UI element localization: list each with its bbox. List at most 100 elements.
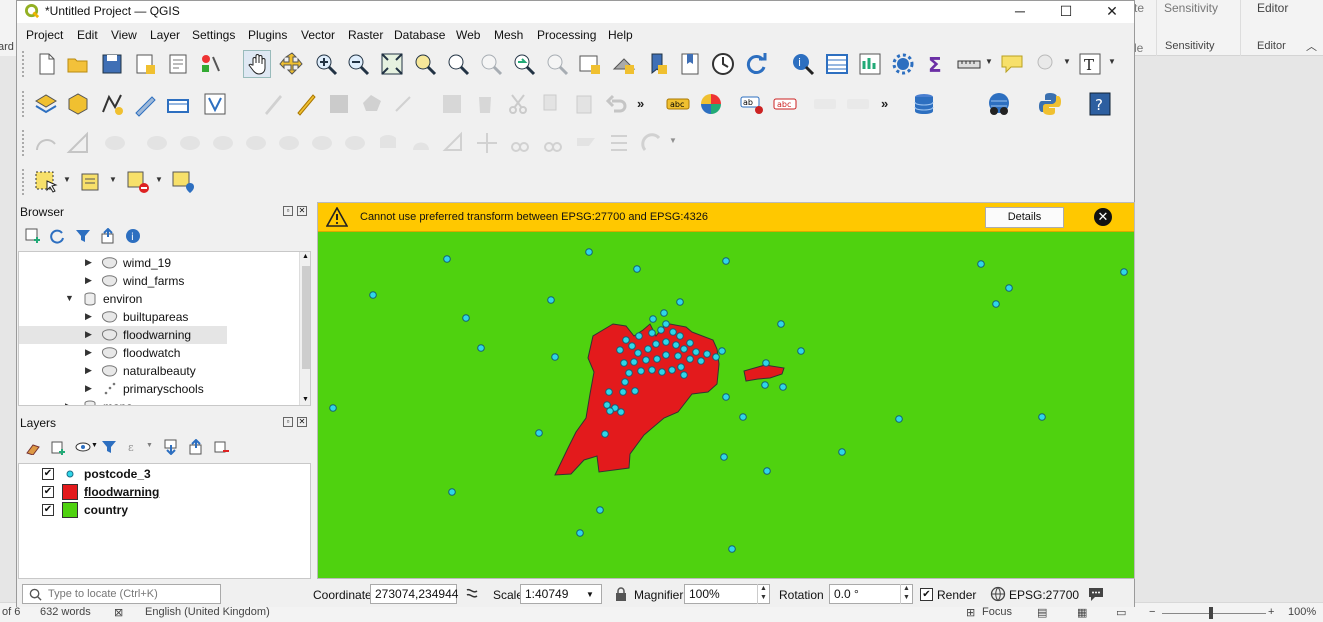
merge-attributes-icon[interactable] (441, 130, 467, 156)
menu-plugins[interactable]: Plugins (248, 28, 288, 42)
menu-mesh[interactable]: Mesh (494, 28, 524, 42)
menu-settings[interactable]: Settings (192, 28, 236, 42)
print-layout-icon[interactable]: ▦ (1077, 607, 1088, 619)
word-count[interactable]: 632 words (40, 606, 91, 618)
show-layout-icon[interactable] (1034, 51, 1060, 77)
select-by-value-icon[interactable] (79, 169, 105, 195)
offset-point-symbols-icon[interactable] (507, 130, 533, 156)
expand-arrow-icon[interactable]: ▶ (85, 365, 92, 375)
pan-map-icon[interactable] (245, 51, 271, 77)
zoom-to-selection-icon[interactable] (412, 51, 438, 77)
zoom-level[interactable]: 100% (1288, 606, 1317, 618)
fill-ring-icon[interactable] (177, 130, 203, 156)
crs-label[interactable]: EPSG:27700 (1009, 588, 1080, 602)
messages-icon[interactable] (1087, 586, 1105, 602)
layout-manager-icon[interactable] (165, 51, 191, 77)
menu-layer[interactable]: Layer (150, 28, 181, 42)
magnifier-field[interactable]: 100% (684, 584, 770, 604)
python-console-icon[interactable] (1037, 91, 1063, 117)
save-project-icon[interactable] (99, 51, 125, 77)
map-tips-icon[interactable] (999, 51, 1025, 77)
page-count[interactable]: of 6 (2, 606, 21, 618)
layer-visibility-checkbox[interactable]: ✔ (42, 486, 54, 498)
expand-arrow-icon[interactable]: ▶ (85, 275, 92, 285)
title-bar[interactable]: *Untitled Project — QGIS ─ ☐ ✕ (17, 1, 1134, 23)
zoom-slider-track[interactable] (1162, 613, 1266, 614)
zoom-last-icon[interactable] (511, 51, 537, 77)
layer-item-floodwarning[interactable]: ✔ floodwarning (19, 483, 309, 501)
rotation-field[interactable]: 0.0 ° (829, 584, 913, 604)
db-manager-icon[interactable] (911, 91, 937, 117)
tree-item[interactable]: ▶ builtupareas (19, 308, 299, 326)
zoom-slider-thumb[interactable] (1209, 607, 1213, 619)
chevron-down-icon[interactable]: ▼ (586, 590, 594, 599)
browser-scrollbar[interactable]: ▲ ▼ (299, 252, 310, 405)
close-panel-icon[interactable]: ✕ (297, 417, 307, 427)
save-layer-edits-icon[interactable] (326, 91, 352, 117)
layer-styling-icon[interactable] (25, 439, 41, 455)
deselect-all-icon[interactable] (125, 169, 151, 195)
diagram-options-icon[interactable] (698, 91, 724, 117)
new-print-layout-icon[interactable] (132, 51, 158, 77)
language[interactable]: English (United Kingdom) (145, 606, 270, 618)
add-feature-icon[interactable] (359, 91, 385, 117)
minimize-button[interactable]: ─ (1015, 3, 1025, 19)
toolbar-grip[interactable] (22, 51, 26, 77)
new-bookmark-icon[interactable] (644, 51, 670, 77)
close-button[interactable]: ✕ (1106, 3, 1118, 19)
style-manager-icon[interactable] (197, 51, 223, 77)
float-panel-icon[interactable]: ▫ (283, 206, 293, 216)
zoom-native-icon[interactable] (478, 51, 504, 77)
layer-item-country[interactable]: ✔ country (19, 501, 309, 519)
collapse-ribbon-icon[interactable]: ︿ (1306, 41, 1317, 53)
tree-item[interactable]: ▶ wind_farms (19, 272, 299, 290)
ribbon-tab-sensitivity[interactable]: Sensitivity (1164, 1, 1219, 15)
move-label-icon[interactable] (845, 91, 871, 117)
coordinate-field[interactable]: 273074,234944 (370, 584, 458, 604)
tree-item[interactable]: ▶ primaryschools (19, 380, 299, 398)
focus-icon[interactable]: ⊞ (966, 607, 976, 619)
new-temporary-layer-icon[interactable] (132, 91, 158, 117)
statistical-summary-icon[interactable]: Σ (923, 51, 949, 77)
pan-to-selection-icon[interactable] (279, 51, 305, 77)
browser-tree[interactable]: ▶ wimd_19 ▶ wind_farms ▼ environ ▶ built… (18, 251, 311, 406)
chevron-down-icon[interactable]: ▼ (63, 175, 71, 184)
tree-item[interactable]: ▶ wimd_19 (19, 254, 299, 272)
expand-arrow-icon[interactable]: ▶ (85, 329, 92, 339)
open-field-calculator-icon[interactable] (857, 51, 883, 77)
scroll-up-icon[interactable]: ▲ (302, 253, 309, 260)
open-attribute-table-icon[interactable] (824, 51, 850, 77)
delete-part-icon[interactable] (243, 130, 269, 156)
reshape-features-icon[interactable] (276, 130, 302, 156)
new-map-view-icon[interactable] (577, 51, 603, 77)
chevron-down-icon[interactable]: ▼ (1063, 57, 1071, 66)
map-canvas[interactable]: Cannot use preferred transform between E… (317, 202, 1135, 579)
select-by-location-icon[interactable] (171, 169, 197, 195)
zoom-next-icon[interactable] (544, 51, 570, 77)
trim-extend-icon[interactable] (606, 130, 632, 156)
pin-unpin-labels-icon[interactable]: abc (772, 91, 798, 117)
new-geopackage-layer-icon[interactable] (65, 91, 91, 117)
refresh-browser-icon[interactable] (50, 228, 66, 244)
menu-processing[interactable]: Processing (537, 28, 597, 42)
expand-arrow-icon[interactable]: ▶ (85, 383, 92, 393)
layer-item-postcode-3[interactable]: ✔ postcode_3 (19, 465, 309, 483)
locator-search-input[interactable]: Type to locate (Ctrl+K) (22, 584, 221, 604)
filter-legend-icon[interactable] (101, 439, 117, 455)
ribbon-tab-editor[interactable]: Editor (1257, 1, 1289, 15)
measure-line-icon[interactable] (956, 51, 982, 77)
tree-item[interactable]: ▶ maps (19, 398, 299, 405)
undo-icon[interactable] (604, 91, 630, 117)
chevron-down-icon[interactable]: ▼ (91, 442, 98, 449)
scroll-down-icon[interactable]: ▼ (302, 396, 309, 403)
magnifier-spin[interactable]: ▲ ▼ (757, 584, 769, 604)
digitize-layer-icon[interactable] (202, 91, 228, 117)
float-panel-icon[interactable]: ▫ (283, 417, 293, 427)
temporal-controller-icon[interactable] (710, 51, 736, 77)
reverse-line-icon[interactable] (540, 130, 566, 156)
data-source-manager-icon[interactable] (33, 91, 59, 117)
select-features-icon[interactable] (33, 169, 59, 195)
cut-features-icon[interactable] (505, 91, 531, 117)
chevron-down-icon[interactable]: ▼ (985, 57, 993, 66)
merge-features-icon[interactable] (408, 130, 434, 156)
